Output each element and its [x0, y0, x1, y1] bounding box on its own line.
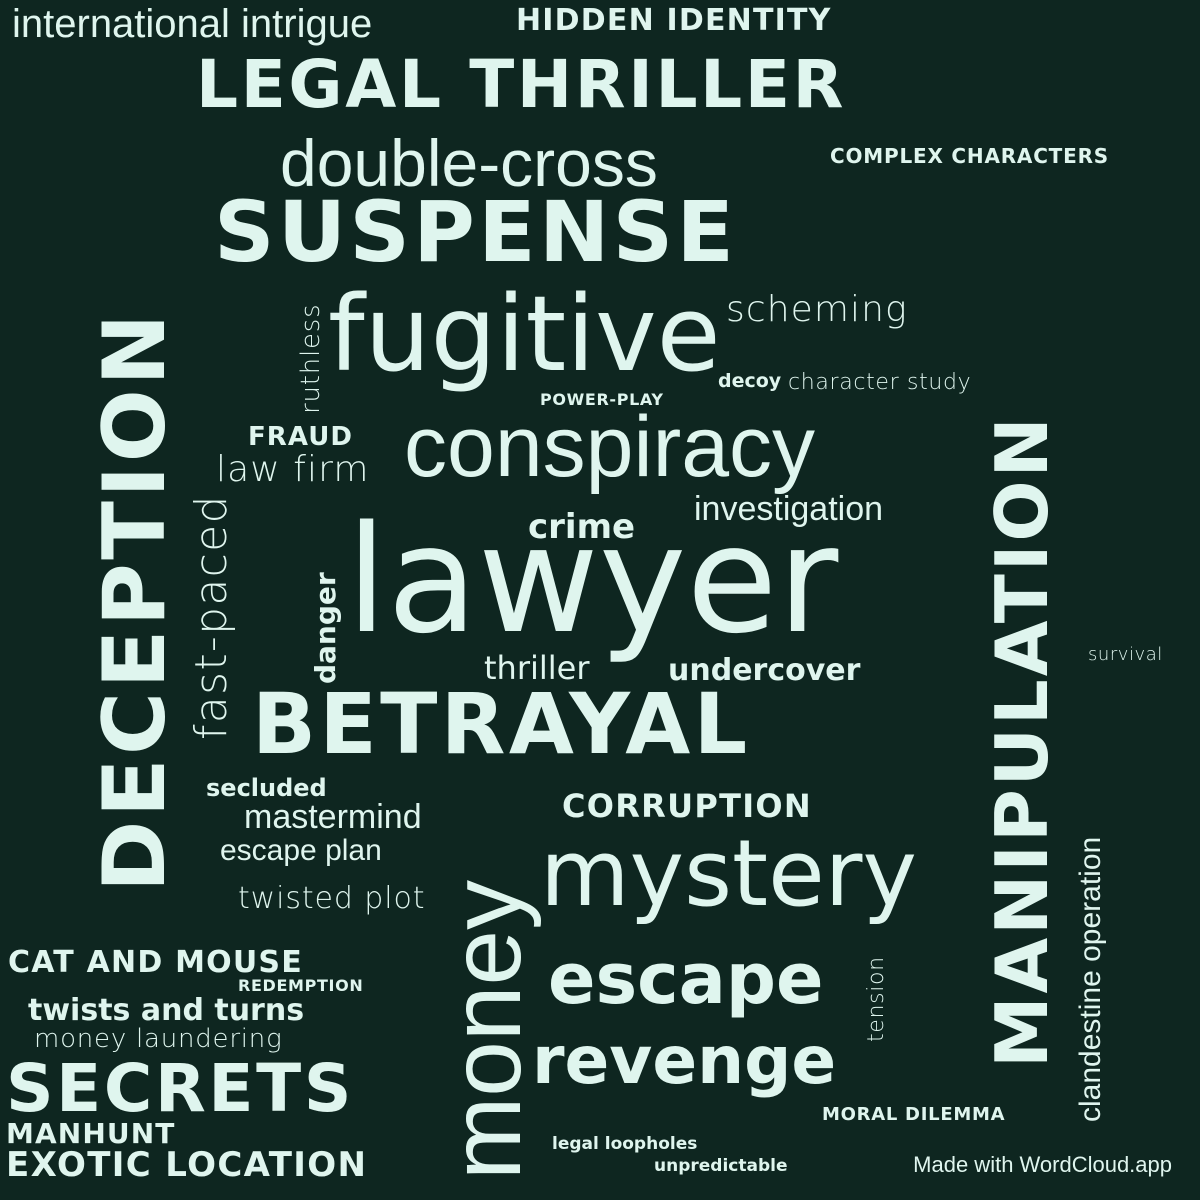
word-ruthless: ruthless	[296, 303, 326, 414]
word-corruption: corruption	[562, 787, 812, 825]
word-hidden-identity: hidden identity	[516, 3, 832, 38]
word-international-intrigue: international intrigue	[12, 2, 373, 46]
word-decoy: decoy	[718, 370, 782, 392]
word-legal-thriller: legal thriller	[196, 46, 847, 123]
word-revenge: revenge	[532, 1022, 837, 1099]
word-cat-and-mouse: cat and mouse	[8, 945, 303, 980]
word-redemption: redemption	[238, 976, 364, 995]
word-escape-plan: escape plan	[220, 834, 382, 867]
word-double-cross: double-cross	[280, 126, 658, 200]
word-manipulation: manipulation	[980, 414, 1064, 1068]
word-secrets: secrets	[6, 1050, 354, 1127]
word-danger: danger	[309, 572, 342, 684]
word-legal-loopholes: legal loopholes	[552, 1134, 698, 1154]
word-investigation: investigation	[694, 490, 884, 528]
word-secluded: secluded	[206, 774, 327, 802]
word-manhunt: manhunt	[6, 1117, 176, 1150]
word-lawyer: lawyer	[346, 494, 839, 666]
word-mastermind: mastermind	[244, 798, 422, 836]
word-money: money	[430, 879, 542, 1180]
word-character-study: character study	[788, 370, 972, 395]
word-fraud: fraud	[248, 422, 353, 452]
wordcloud-credit-label: Made with WordCloud.app	[913, 1152, 1172, 1177]
word-exotic-location: exotic location	[6, 1145, 368, 1185]
word-twists-and-turns: twists and turns	[28, 993, 305, 1028]
word-mystery: mystery	[540, 820, 917, 927]
word-law-firm: law firm	[216, 449, 370, 490]
word-suspense: suspense	[214, 183, 738, 281]
word-thriller: thriller	[484, 649, 590, 687]
word-scheming: scheming	[726, 289, 908, 330]
word-betrayal: betrayal	[252, 675, 751, 773]
word-conspiracy: conspiracy	[404, 399, 816, 495]
word-twisted-plot: twisted plot	[238, 881, 426, 916]
word-undercover: undercover	[668, 653, 861, 688]
word-money-laundering: money laundering	[34, 1024, 283, 1054]
word-crime: crime	[528, 507, 636, 547]
word-deception: deception	[85, 310, 185, 892]
word-survival: survival	[1088, 644, 1163, 665]
word-power-play: power-play	[540, 390, 664, 409]
word-clandestine-operation: clandestine operation	[1074, 836, 1107, 1122]
word-fast-paced: fast-paced	[186, 494, 237, 740]
word-tension: tension	[864, 956, 889, 1042]
word-unpredictable: unpredictable	[654, 1156, 788, 1176]
word-escape: escape	[548, 938, 824, 1020]
word-fugitive: fugitive	[328, 273, 721, 395]
word-moral-dilemma: moral dilemma	[822, 1104, 1006, 1125]
